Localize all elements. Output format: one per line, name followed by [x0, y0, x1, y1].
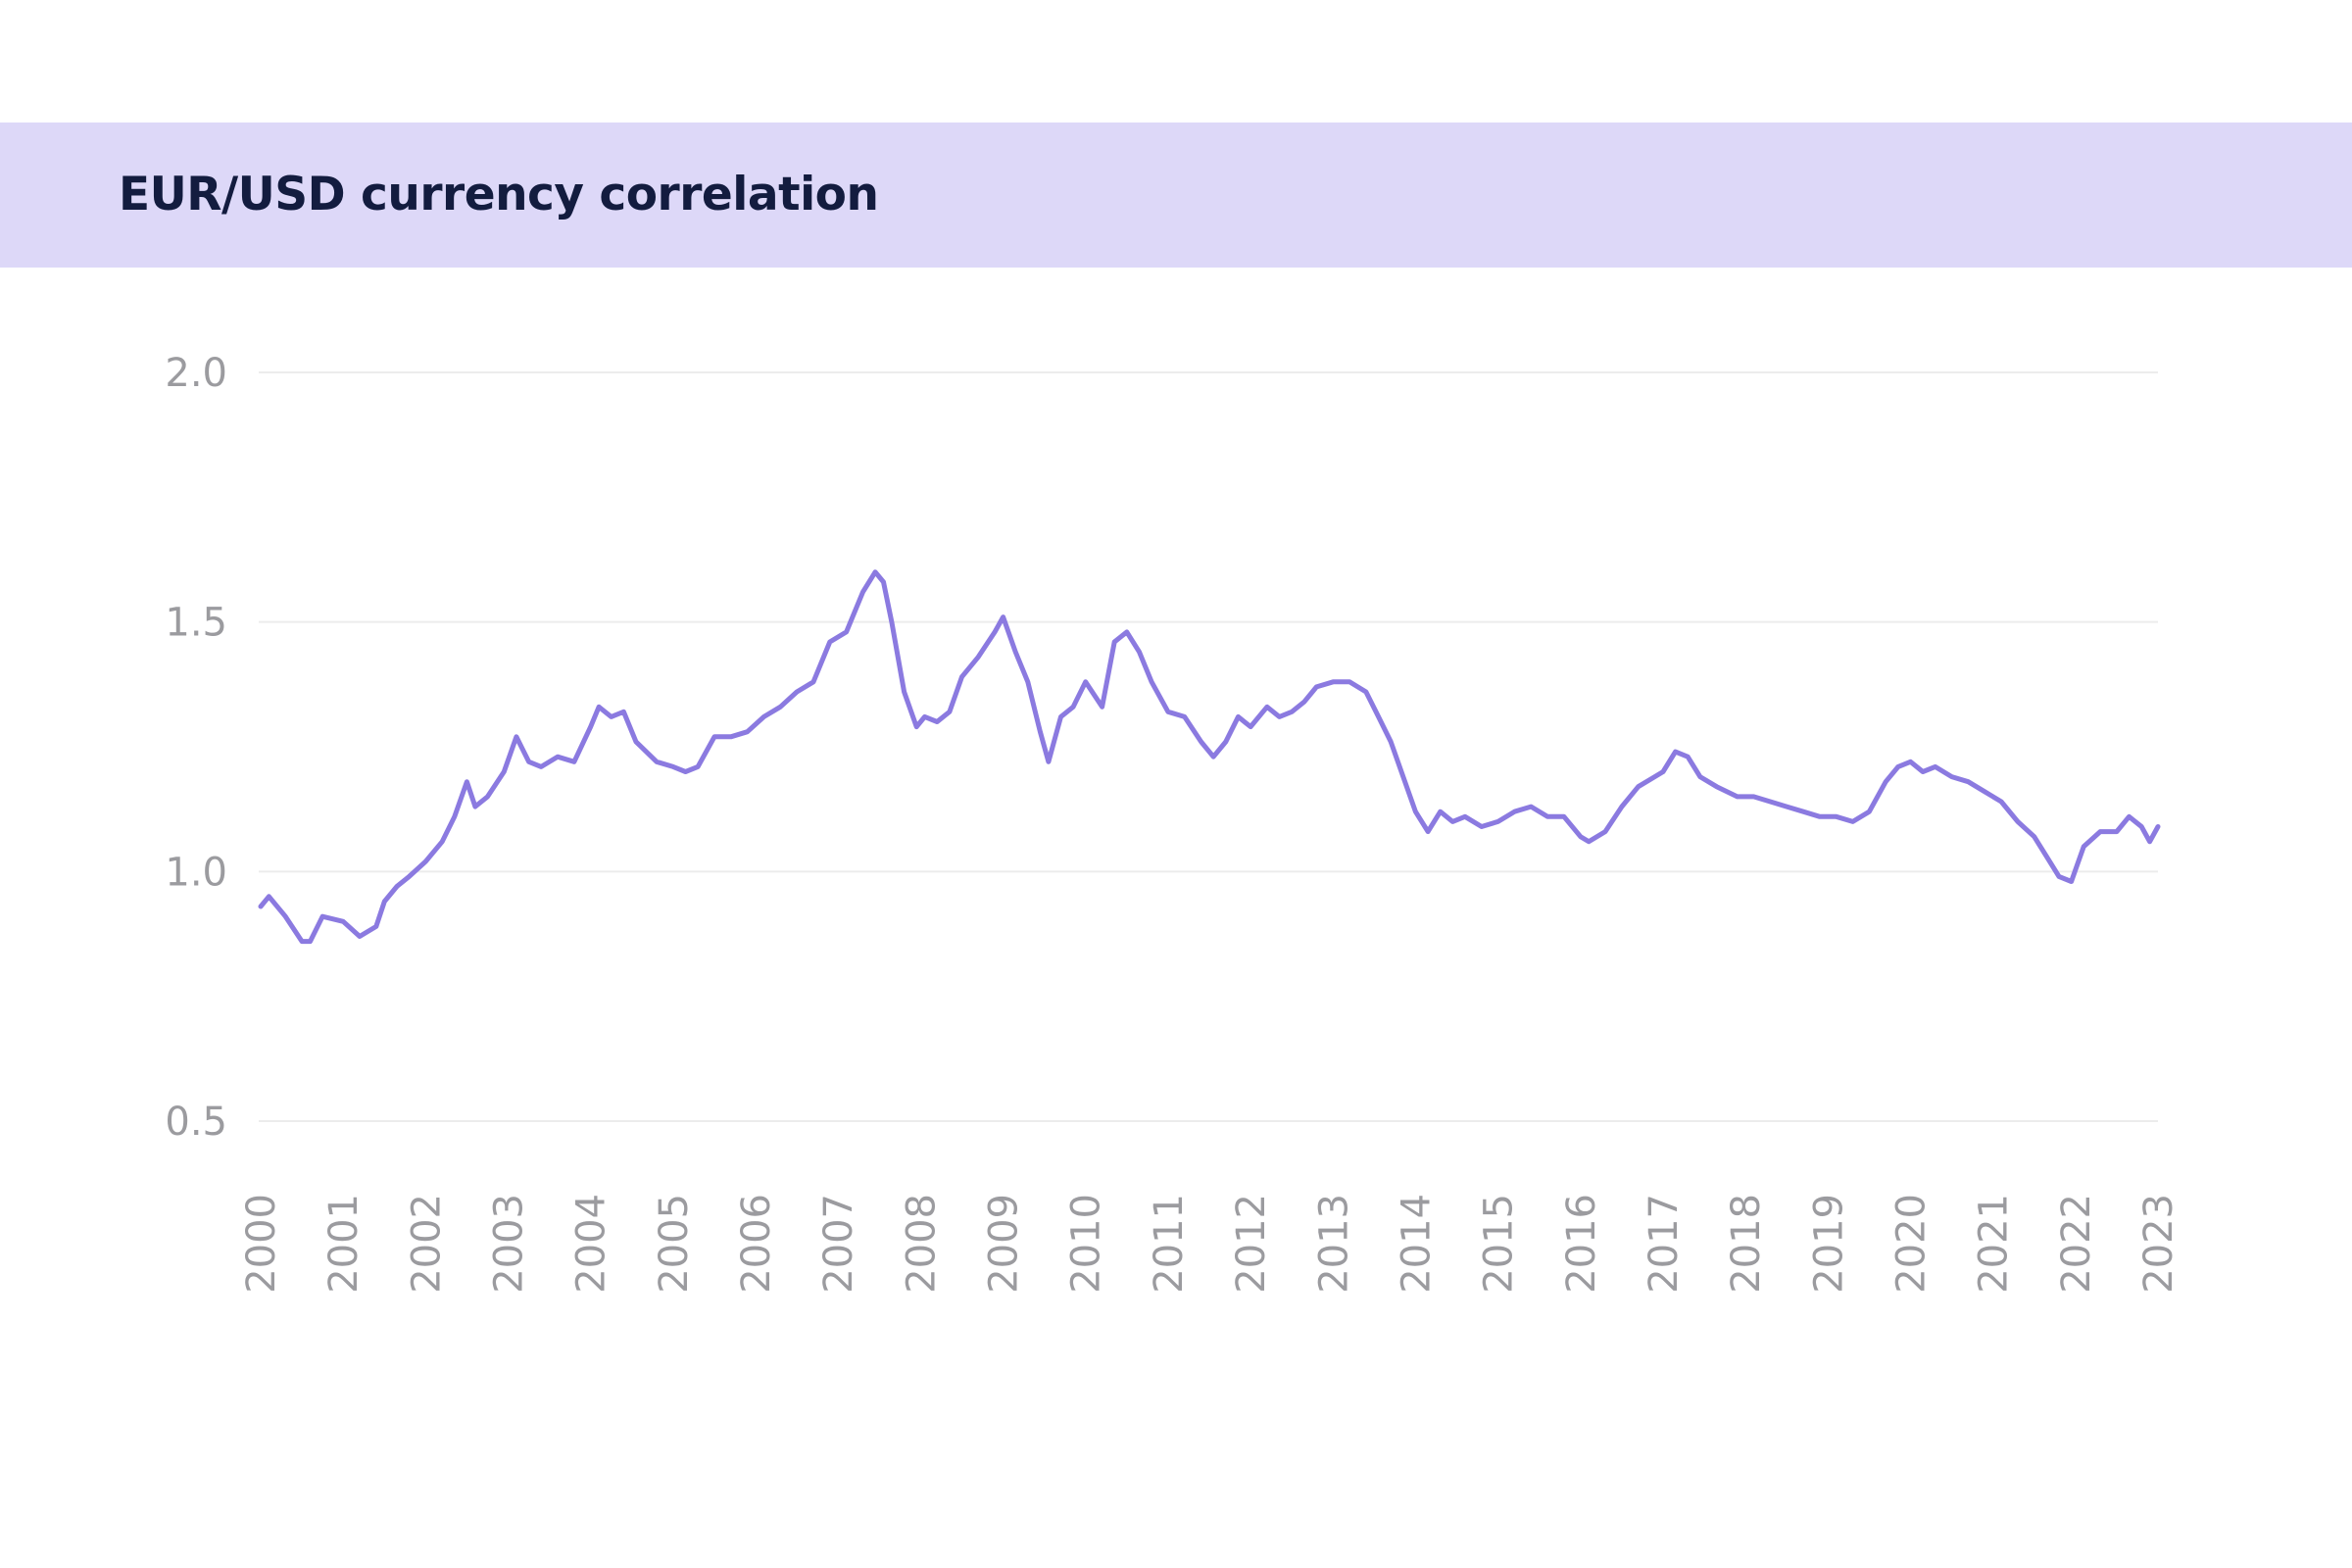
x-tick-label: 2005	[652, 1194, 697, 1294]
x-tick-label: 2016	[1559, 1194, 1604, 1294]
x-tick-label: 2012	[1229, 1194, 1274, 1294]
x-tick-label: 2002	[404, 1194, 449, 1294]
x-tick-label: 2009	[982, 1194, 1027, 1294]
x-tick-label: 2008	[899, 1194, 944, 1294]
x-tick-label: 2003	[487, 1194, 532, 1294]
x-tick-label: 2000	[239, 1194, 284, 1294]
x-tick-label: 2021	[1972, 1194, 2017, 1294]
x-tick-label: 2007	[816, 1194, 861, 1294]
x-tick-label: 2001	[321, 1194, 367, 1294]
y-axis-ticks: 0.5 1.0 1.5 2.0	[165, 351, 227, 1145]
x-tick-label: 2015	[1477, 1194, 1522, 1294]
series-layer	[258, 569, 2161, 945]
x-tick-label: 2017	[1642, 1194, 1687, 1294]
x-tick-label: 2023	[2136, 1194, 2181, 1294]
x-tick-label: 2020	[1888, 1194, 1934, 1294]
x-tick-label: 2006	[734, 1194, 779, 1294]
header-band: EUR/USD currency correlation	[0, 122, 2352, 268]
x-tick-label: 2022	[2054, 1194, 2099, 1294]
gridlines	[259, 371, 2158, 1122]
x-axis-ticks: 2000 2001 2002 2003 2004 2005 2006 2007 2008 2009…	[239, 1194, 2181, 1294]
y-tick-label: 0.5	[165, 1100, 227, 1145]
x-tick-label: 2004	[569, 1194, 614, 1294]
chart-title: EUR/USD currency correlation	[119, 168, 879, 221]
y-tick-label: 2.0	[165, 351, 227, 396]
y-tick-label: 1.5	[165, 601, 227, 646]
x-tick-label: 2013	[1311, 1194, 1356, 1294]
x-tick-label: 2018	[1724, 1194, 1769, 1294]
x-tick-label: 2010	[1064, 1194, 1109, 1294]
x-tick-label: 2011	[1147, 1194, 1192, 1294]
series-line-0	[258, 569, 2161, 945]
x-tick-label: 2014	[1394, 1194, 1439, 1294]
y-tick-label: 1.0	[165, 850, 227, 895]
x-tick-label: 2019	[1806, 1194, 1851, 1294]
